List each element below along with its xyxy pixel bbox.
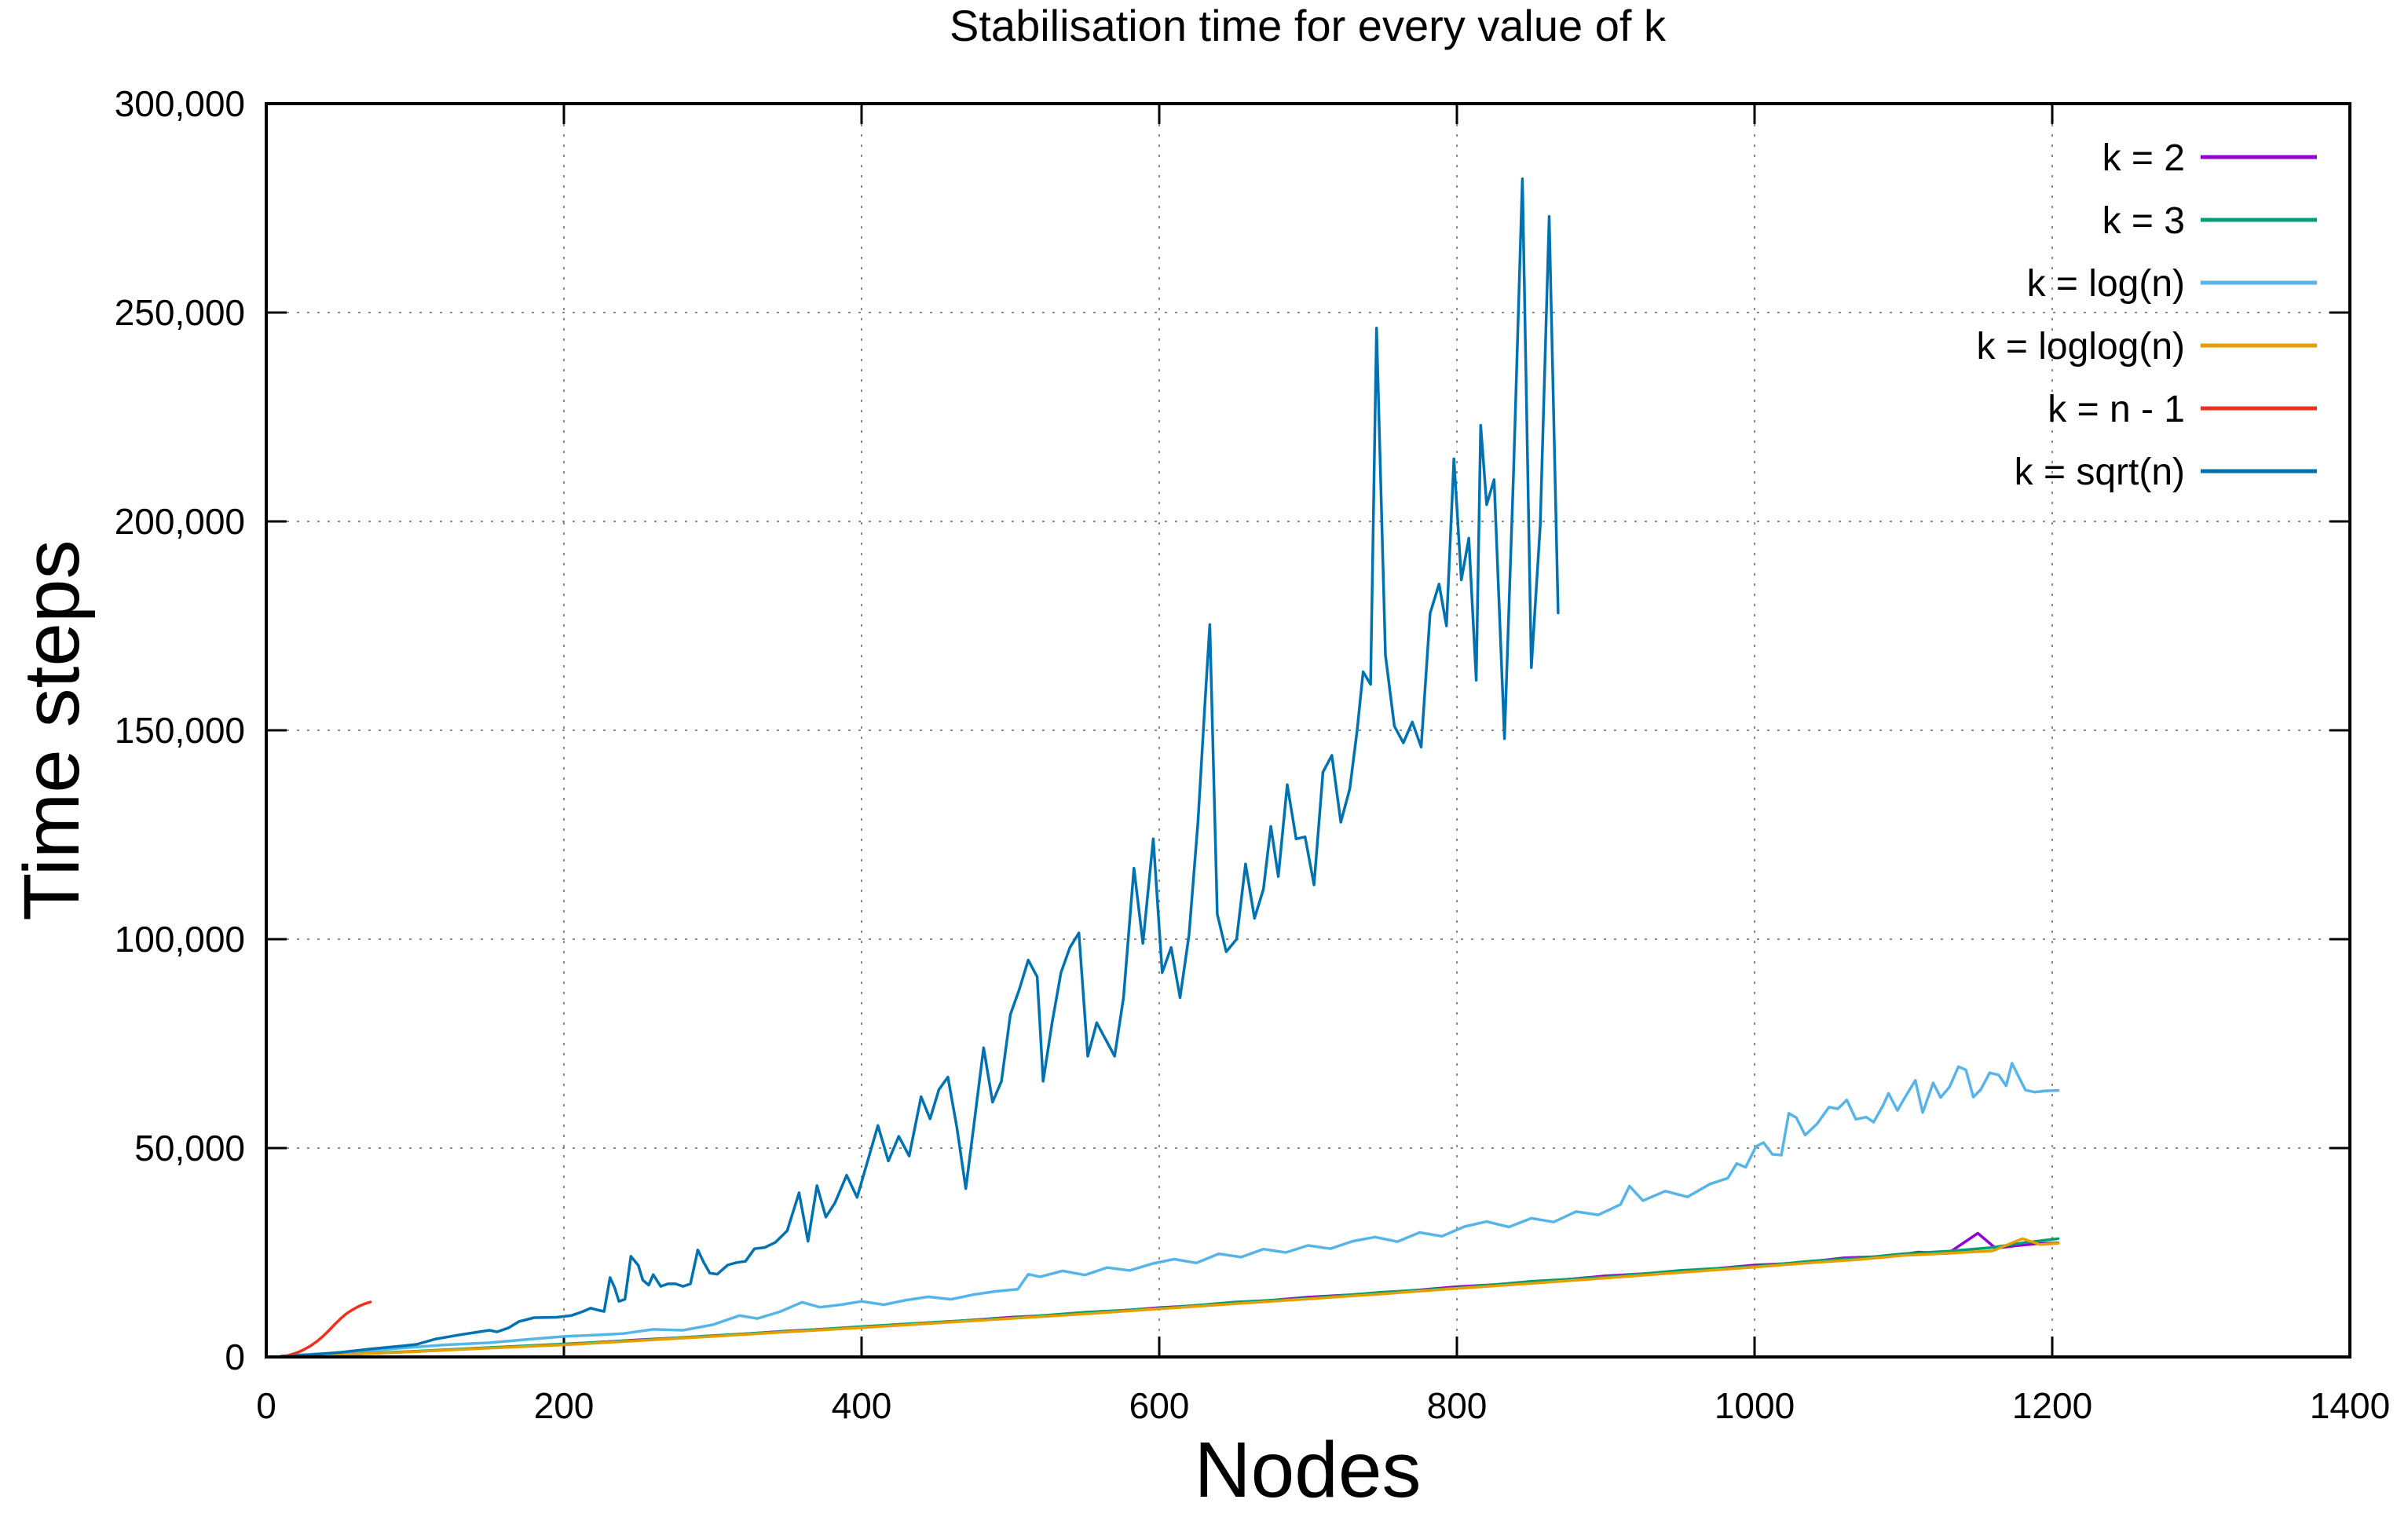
y-tick-labels: 0 50,000 100,000 150,000 200,000 250,000 300,0… xyxy=(115,83,245,1377)
legend-entry-2: k = 3 xyxy=(2102,200,2317,242)
legend-label-5: k = n - 1 xyxy=(2048,389,2185,430)
y-tick-label-200000: 200,000 xyxy=(115,501,245,542)
x-axis-label: Nodes xyxy=(1194,1426,1421,1514)
y-axis-label: Time steps xyxy=(8,539,96,920)
legend-entry-3: k = log(n) xyxy=(2027,263,2317,305)
y-tick-label-150000: 150,000 xyxy=(115,710,245,751)
x-tick-label-600: 600 xyxy=(1129,1385,1190,1426)
legend-label-2: k = 3 xyxy=(2102,200,2185,242)
series-line-k-log-n- xyxy=(280,1062,2060,1358)
legend-entry-6: k = sqrt(n) xyxy=(2015,452,2317,493)
legend-entry-4: k = loglog(n) xyxy=(1977,326,2317,368)
legend-label-1: k = 2 xyxy=(2102,137,2185,179)
x-tick-label-0: 0 xyxy=(256,1385,276,1426)
x-tick-labels: 0 200 400 600 800 1000 1200 1400 xyxy=(256,1385,2390,1426)
series-line-k-n-1 xyxy=(280,1300,372,1359)
series-line-k-loglog-n- xyxy=(280,1237,2060,1359)
y-tick-label-0: 0 xyxy=(225,1337,245,1377)
x-tick-label-1000: 1000 xyxy=(1715,1385,1795,1426)
legend-label-3: k = log(n) xyxy=(2027,263,2185,305)
y-tick-label-300000: 300,000 xyxy=(115,83,245,124)
x-tick-label-200: 200 xyxy=(534,1385,595,1426)
plot-border xyxy=(265,102,2351,1359)
x-tick-label-1200: 1200 xyxy=(2012,1385,2092,1426)
legend: k = 2 k = 3 k = log(n) k = loglog(n) k = n -… xyxy=(1977,137,2317,493)
y-tick-label-50000: 50,000 xyxy=(134,1128,245,1168)
series-lines xyxy=(280,177,2060,1359)
legend-entry-1: k = 2 xyxy=(2102,137,2317,179)
y-tick-label-100000: 100,000 xyxy=(115,919,245,960)
x-tick-label-800: 800 xyxy=(1427,1385,1488,1426)
series-line-k-sqrt-n- xyxy=(280,177,1560,1358)
x-tick-label-1400: 1400 xyxy=(2310,1385,2390,1426)
legend-label-6: k = sqrt(n) xyxy=(2015,452,2185,493)
legend-entry-5: k = n - 1 xyxy=(2048,389,2317,430)
chart-title: Stabilisation time for every value of k xyxy=(950,1,1667,50)
x-tick-label-400: 400 xyxy=(832,1385,892,1426)
y-tick-label-250000: 250,000 xyxy=(115,292,245,333)
legend-label-4: k = loglog(n) xyxy=(1977,326,2185,368)
gridlines xyxy=(266,104,2350,1357)
